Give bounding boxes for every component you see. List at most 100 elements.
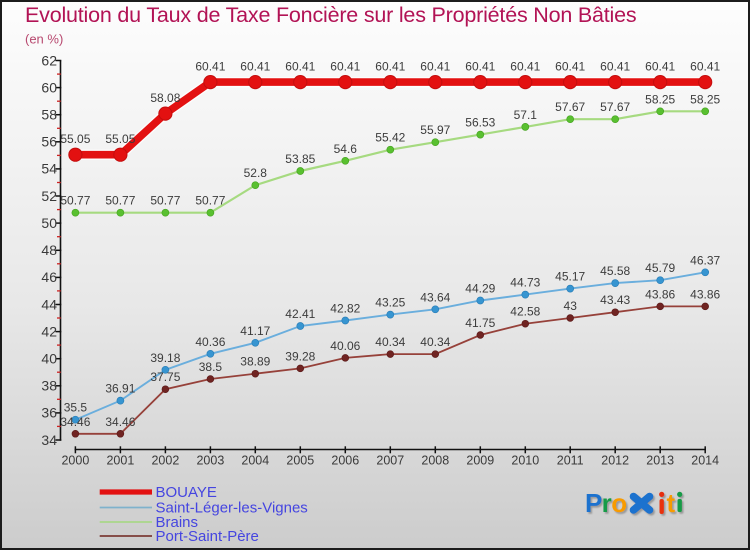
svg-text:55.97: 55.97 [420,123,450,137]
svg-text:60.41: 60.41 [420,60,450,74]
svg-text:Brains: Brains [156,514,199,531]
svg-text:62: 62 [41,52,57,68]
svg-text:36.91: 36.91 [105,382,135,396]
svg-text:42: 42 [41,323,57,339]
svg-text:46.37: 46.37 [690,253,720,267]
svg-text:2000: 2000 [61,454,89,468]
svg-text:60.41: 60.41 [510,60,540,74]
svg-text:2005: 2005 [286,454,314,468]
svg-text:43.64: 43.64 [420,290,450,304]
svg-text:42.58: 42.58 [510,305,540,319]
svg-text:40.06: 40.06 [330,339,360,353]
svg-text:50.77: 50.77 [195,194,225,208]
svg-text:t: t [667,488,676,518]
svg-text:2009: 2009 [466,454,494,468]
svg-text:39.28: 39.28 [285,349,315,363]
svg-text:60.41: 60.41 [195,60,225,74]
svg-text:BOUAYE: BOUAYE [156,484,217,501]
svg-text:60.41: 60.41 [285,60,315,74]
svg-text:53.85: 53.85 [285,152,315,166]
svg-text:45.58: 45.58 [600,264,630,278]
svg-text:60.41: 60.41 [555,60,585,74]
svg-text:2013: 2013 [646,454,674,468]
svg-text:34.46: 34.46 [60,415,90,429]
svg-text:58: 58 [41,107,57,123]
svg-text:2012: 2012 [601,454,629,468]
svg-text:55.05: 55.05 [105,132,135,146]
svg-text:38: 38 [41,378,57,394]
svg-text:P: P [585,488,602,518]
svg-text:43.43: 43.43 [600,293,630,307]
svg-text:54: 54 [41,161,57,177]
svg-text:o: o [611,488,627,518]
svg-text:58.08: 58.08 [150,91,180,105]
svg-text:52.8: 52.8 [244,166,268,180]
svg-text:60.41: 60.41 [375,60,405,74]
svg-text:r: r [602,488,612,518]
svg-text:(en %): (en %) [25,32,63,47]
svg-text:42.82: 42.82 [330,302,360,316]
svg-text:2002: 2002 [151,454,179,468]
svg-text:50.77: 50.77 [105,194,135,208]
svg-text:39.18: 39.18 [150,351,180,365]
svg-text:34.46: 34.46 [105,415,135,429]
svg-text:44.73: 44.73 [510,276,540,290]
svg-text:57.67: 57.67 [555,100,585,114]
svg-text:60.41: 60.41 [240,60,270,74]
svg-text:43: 43 [564,299,578,313]
svg-text:36: 36 [41,405,57,421]
svg-text:48: 48 [41,242,57,258]
svg-text:38.5: 38.5 [199,360,223,374]
svg-text:50.77: 50.77 [60,194,90,208]
svg-text:50: 50 [41,215,57,231]
svg-text:40.34: 40.34 [375,335,405,349]
svg-text:57.1: 57.1 [514,108,538,122]
svg-text:2008: 2008 [421,454,449,468]
svg-text:60.41: 60.41 [690,60,720,74]
svg-text:44.29: 44.29 [465,282,495,296]
svg-text:46: 46 [41,269,57,285]
svg-text:38.89: 38.89 [240,355,270,369]
svg-text:41.75: 41.75 [465,316,495,330]
svg-text:Evolution du Taux de Taxe Fonc: Evolution du Taux de Taxe Foncière sur l… [25,3,636,27]
svg-text:40: 40 [41,351,57,367]
svg-text:43.86: 43.86 [645,287,675,301]
svg-text:57.67: 57.67 [600,100,630,114]
svg-text:2014: 2014 [691,454,719,468]
svg-text:34: 34 [41,432,57,448]
svg-text:52: 52 [41,188,57,204]
svg-text:60.41: 60.41 [330,60,360,74]
svg-text:2001: 2001 [106,454,134,468]
svg-text:58.25: 58.25 [690,92,720,106]
svg-text:58.25: 58.25 [645,92,675,106]
svg-text:56: 56 [41,134,57,150]
svg-text:35.5: 35.5 [64,401,88,415]
svg-text:60.41: 60.41 [465,60,495,74]
svg-text:60.41: 60.41 [600,60,630,74]
svg-text:60: 60 [41,79,57,95]
svg-text:44: 44 [41,296,57,312]
svg-text:50.77: 50.77 [150,194,180,208]
svg-text:45.79: 45.79 [645,261,675,275]
svg-text:37.75: 37.75 [150,370,180,384]
svg-text:41.17: 41.17 [240,324,270,338]
svg-text:40.36: 40.36 [195,335,225,349]
svg-text:2010: 2010 [511,454,539,468]
svg-text:45.17: 45.17 [555,270,585,284]
svg-text:2004: 2004 [241,454,269,468]
svg-text:54.6: 54.6 [334,142,358,156]
svg-text:2011: 2011 [557,454,584,468]
svg-text:55.05: 55.05 [60,132,90,146]
svg-text:60.41: 60.41 [645,60,675,74]
svg-text:Port-Saint-Père: Port-Saint-Père [156,528,259,545]
svg-text:55.42: 55.42 [375,131,405,145]
svg-text:Saint-Léger-les-Vignes: Saint-Léger-les-Vignes [156,500,308,517]
svg-text:43.25: 43.25 [375,296,405,310]
svg-text:2006: 2006 [331,454,359,468]
svg-text:42.41: 42.41 [285,307,315,321]
svg-text:2007: 2007 [376,454,404,468]
svg-text:43.86: 43.86 [690,287,720,301]
svg-text:40.34: 40.34 [420,335,450,349]
svg-text:2003: 2003 [196,454,224,468]
svg-text:56.53: 56.53 [465,116,495,130]
